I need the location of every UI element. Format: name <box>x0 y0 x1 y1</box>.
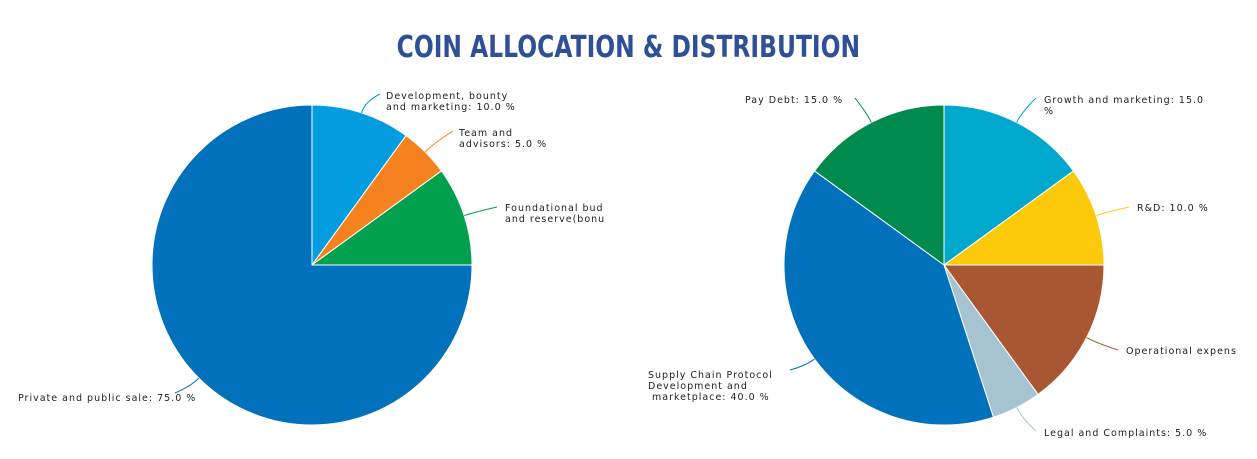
pie-slice-growth-and-marketing <box>943 104 1075 266</box>
leader-line-development-bounty-and-marketing <box>360 93 381 113</box>
pie-slice-supply-chain-protocol-development-and-marketplace <box>783 170 995 426</box>
leader-line-operational-expenses <box>1086 337 1119 351</box>
leader-line-private-and-public-sale <box>174 377 200 394</box>
leader-line-r-d <box>1096 206 1130 217</box>
slice-label-development-bounty-and-marketing: Development, bounty and marketing: 10.0 % <box>386 91 516 113</box>
pie-slice-r-d <box>942 170 1105 266</box>
slice-label-operational-expenses: Operational expens <box>1126 346 1237 357</box>
pie-chart-left: Development, bounty and marketing: 10.0 %… <box>18 91 605 426</box>
slice-label-team-and-advisors: Team and advisors: 5.0 % <box>458 128 547 150</box>
leader-line-growth-and-marketing <box>1016 97 1037 123</box>
slice-label-private-and-public-sale: Private and public sale: 75.0 % <box>18 393 196 404</box>
slice-label-growth-and-marketing: Growth and marketing: 15.0% <box>1044 95 1204 117</box>
slice-label-supply-chain-protocol-development-and-marketplace: Supply Chain Protocol Development and mar… <box>648 370 773 403</box>
leader-line-legal-and-complaints <box>1016 407 1037 432</box>
leader-line-foundational-budget-and-reserve-bounty <box>464 206 498 217</box>
pie-slice-pay-debt <box>813 104 945 266</box>
leader-line-supply-chain-protocol-development-and-marketplace <box>789 358 815 371</box>
slice-label-legal-and-complaints: Legal and Complaints: 5.0 % <box>1044 428 1207 439</box>
leader-line-team-and-advisors <box>424 130 454 153</box>
pie-chart-right: Growth and marketing: 15.0 % R&D: 10.0 % Op… <box>648 95 1237 439</box>
page-title: COIN ALLOCATION & DISTRIBUTION <box>396 30 861 65</box>
slice-label-r-d: R&D: 10.0 % <box>1137 203 1209 214</box>
slice-label-pay-debt: Pay Debt: 15.0 % <box>745 95 843 106</box>
slice-label-foundational-budget-and-reserve-bounty: Foundational bud and reserve(bonu <box>505 203 605 225</box>
leader-line-pay-debt <box>854 97 872 123</box>
pie-slice-operational-expenses <box>943 264 1105 396</box>
